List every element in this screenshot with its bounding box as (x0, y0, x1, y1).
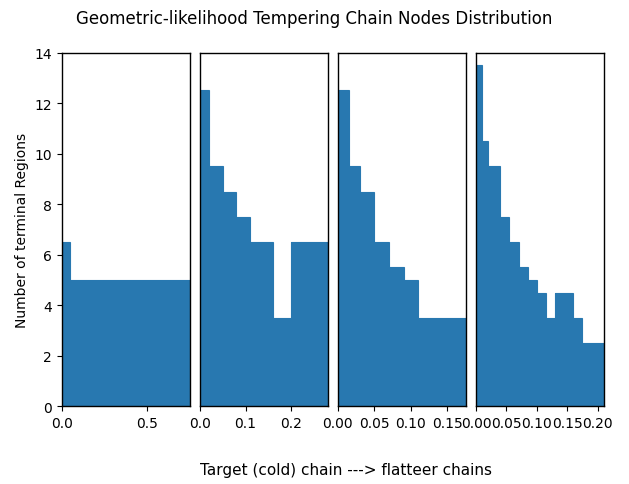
Text: Geometric-likelihood Tempering Chain Nodes Distribution: Geometric-likelihood Tempering Chain Nod… (76, 10, 553, 28)
Text: Target (cold) chain ---> flatteer chains: Target (cold) chain ---> flatteer chains (200, 462, 492, 477)
Y-axis label: Number of terminal Regions: Number of terminal Regions (15, 133, 29, 327)
